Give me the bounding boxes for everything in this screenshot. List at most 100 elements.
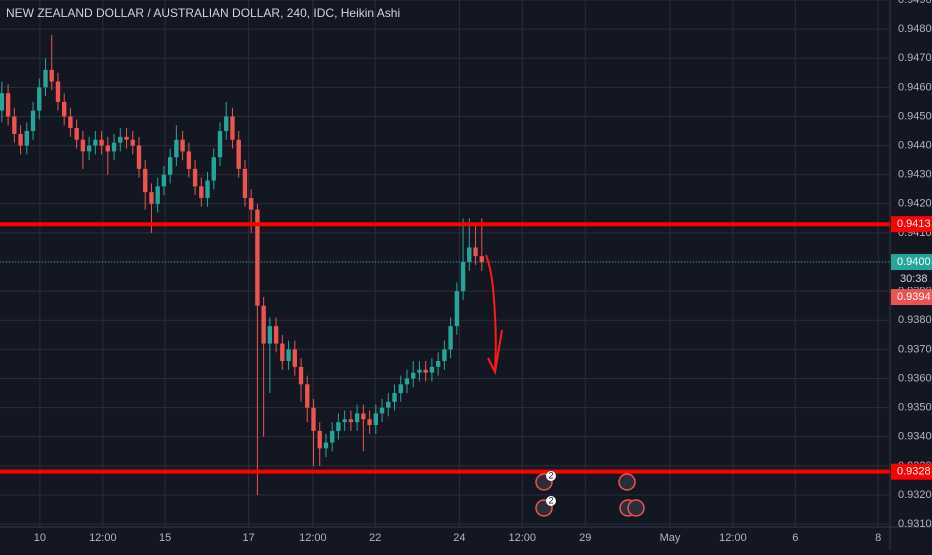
x-tick-label: 12:00 xyxy=(299,532,327,544)
x-tick-label: May xyxy=(660,532,681,544)
candle-body xyxy=(161,174,167,187)
candle-body xyxy=(55,81,61,102)
price-label-bg xyxy=(891,254,932,271)
prev-close-label: 0.9394 xyxy=(897,291,931,303)
candle-body xyxy=(460,262,466,292)
badge xyxy=(546,471,556,481)
y-tick-label: 0.9450 xyxy=(898,110,932,122)
price-label-bg xyxy=(891,463,932,480)
candle-body xyxy=(217,131,223,158)
price-label-bg xyxy=(891,216,932,233)
candle-body xyxy=(379,407,385,414)
candle-body xyxy=(273,326,279,344)
y-tick-label: 0.9340 xyxy=(898,431,932,443)
candle-body xyxy=(24,131,29,146)
candle-body xyxy=(80,139,86,152)
candle-body xyxy=(130,139,135,146)
candle-body xyxy=(479,256,484,263)
candle-body xyxy=(298,366,304,385)
candle-body xyxy=(398,384,403,394)
candle-body xyxy=(124,136,129,140)
candle-body xyxy=(18,133,23,146)
candle-body xyxy=(429,366,435,373)
price-label-bg xyxy=(891,289,932,306)
candle-body xyxy=(37,87,42,111)
candle-body xyxy=(261,305,266,344)
candle-body xyxy=(242,168,248,198)
candle-body xyxy=(49,69,54,82)
arrow-annotation xyxy=(485,254,497,371)
event-icons[interactable]: 2 2 xyxy=(535,470,645,517)
candle-body xyxy=(248,197,254,210)
x-tick-label: 24 xyxy=(453,532,465,544)
candle-body xyxy=(311,407,316,431)
last-price-label: 0.9400 xyxy=(897,256,931,268)
x-tick-label: 22 xyxy=(369,532,381,544)
candle-body xyxy=(467,247,472,263)
candle-body xyxy=(386,401,391,408)
price-label: 0.9328 xyxy=(897,466,931,478)
y-tick-label: 0.9460 xyxy=(898,81,932,93)
candle-body xyxy=(255,209,260,306)
x-tick-label: 29 xyxy=(579,532,591,544)
arrow-head xyxy=(487,329,503,376)
candle-body xyxy=(149,192,154,204)
candle-body xyxy=(411,372,416,379)
candle-body xyxy=(305,384,310,408)
candle-body xyxy=(143,168,148,193)
chart-title: NEW ZEALAND DOLLAR / AUSTRALIAN DOLLAR, … xyxy=(6,6,400,20)
event-icon[interactable] xyxy=(627,499,645,517)
candle-body xyxy=(99,139,104,146)
candle-body xyxy=(230,116,235,140)
price-label: 0.9413 xyxy=(897,218,931,230)
x-tick-label: 15 xyxy=(159,532,171,544)
x-tick-label: 12:00 xyxy=(719,532,747,544)
x-tick-label: 6 xyxy=(792,532,798,544)
candle-body xyxy=(280,343,285,362)
candle-body xyxy=(5,93,11,117)
candle-body xyxy=(12,116,17,134)
y-tick-label: 0.9470 xyxy=(898,52,932,64)
y-tick-label: 0.9360 xyxy=(898,372,932,384)
candle-body xyxy=(199,186,204,198)
x-tick-label: 10 xyxy=(34,532,46,544)
candle-body xyxy=(205,180,210,198)
candle-body xyxy=(354,413,360,423)
candle-body xyxy=(392,393,397,402)
candle-body xyxy=(155,186,160,204)
y-tick-label: 0.9440 xyxy=(898,139,932,151)
candle-body xyxy=(224,116,229,132)
candle-body xyxy=(473,247,478,257)
candle-body xyxy=(167,157,173,175)
candle-body xyxy=(267,326,273,344)
candle-body xyxy=(404,378,410,385)
x-tick-label: 12:00 xyxy=(89,532,117,544)
countdown: 30:38 xyxy=(900,273,928,285)
badge xyxy=(546,496,556,506)
y-tick-label: 0.9490 xyxy=(898,0,932,6)
badge-count: 2 xyxy=(548,495,553,505)
candle-body xyxy=(74,128,79,140)
candle-body xyxy=(0,93,5,111)
candle-body xyxy=(448,326,453,350)
candle-body xyxy=(62,101,67,117)
candle-body xyxy=(361,413,366,420)
x-tick-label: 17 xyxy=(243,532,255,544)
candle-body xyxy=(111,142,117,152)
candle-body xyxy=(292,349,297,367)
x-tick-label: 12:00 xyxy=(509,532,537,544)
event-icon[interactable] xyxy=(618,473,636,491)
candle-body xyxy=(192,168,198,187)
candle-body xyxy=(236,139,241,169)
candle-body xyxy=(348,419,354,423)
candle-body xyxy=(68,116,73,129)
y-tick-label: 0.9420 xyxy=(898,198,932,210)
candle-body xyxy=(186,151,192,169)
candle-body xyxy=(180,139,185,152)
y-tick-label: 0.9350 xyxy=(898,402,932,414)
candle-body xyxy=(30,110,36,132)
candle-body xyxy=(317,430,322,449)
candle-body xyxy=(342,419,347,423)
candle-body xyxy=(105,145,111,152)
